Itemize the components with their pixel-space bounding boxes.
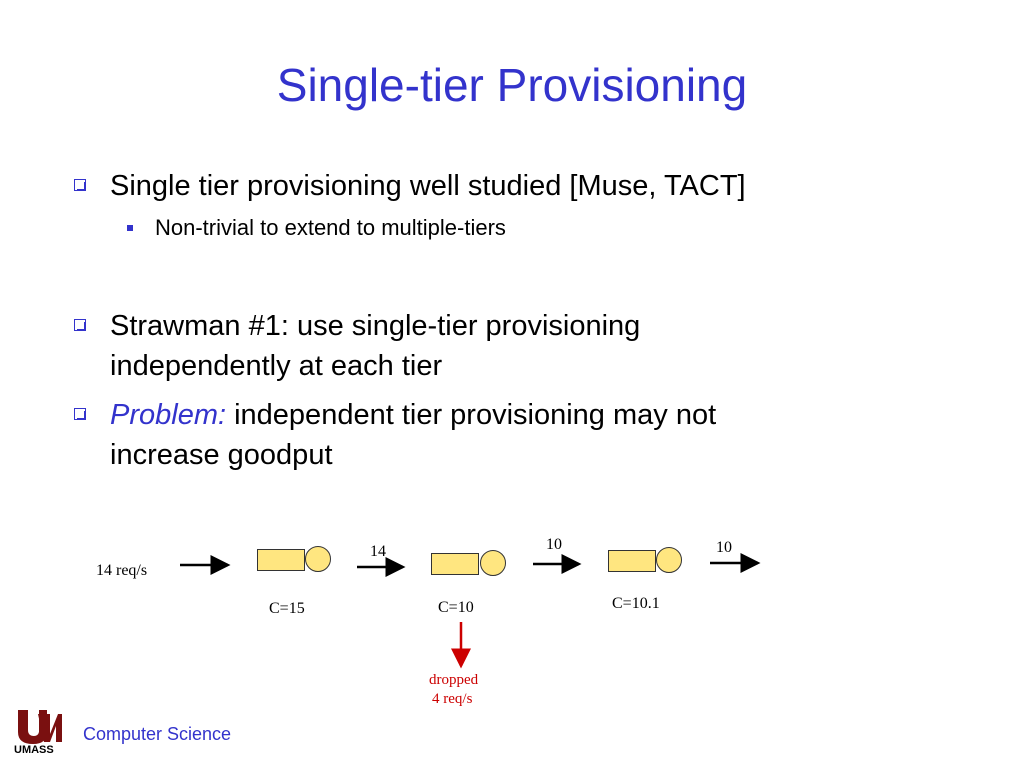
- tier-3-server: [656, 547, 682, 573]
- bullet-2-line-1: Strawman #1: use single-tier provisionin…: [110, 310, 641, 342]
- tier-3-capacity: C=10.1: [612, 595, 660, 612]
- bullet-2-line-2: independently at each tier: [110, 350, 443, 382]
- flow-label-3: 10: [716, 539, 732, 556]
- umass-logo: UMASS: [14, 704, 64, 760]
- bullet-3-line-1-text: independent tier provisioning may not: [226, 399, 717, 431]
- square-bullet-icon: [127, 225, 133, 231]
- slide-title: Single-tier Provisioning: [276, 59, 748, 111]
- bullet-2: Strawman #1: use single-tier provisionin…: [74, 306, 641, 386]
- tier-2-server: [480, 550, 506, 576]
- tier-2-capacity: C=10: [438, 599, 474, 616]
- footer-department: Computer Science: [83, 724, 232, 744]
- bullet-1: Single tier provisioning well studied [M…: [74, 166, 746, 206]
- tier-2-queue: [431, 553, 479, 575]
- tier-1-server: [305, 546, 331, 572]
- bullet-3: Problem: independent tier provisioning m…: [74, 395, 716, 475]
- sub-bullet-1-text: Non-trivial to extend to multiple-tiers: [155, 215, 506, 240]
- flow-label-2: 10: [546, 536, 562, 553]
- problem-label: Problem:: [110, 399, 227, 431]
- sub-bullet-1: Non-trivial to extend to multiple-tiers: [127, 215, 506, 241]
- dropped-label-line-2: 4 req/s: [432, 691, 473, 707]
- tier-1-capacity: C=15: [269, 600, 305, 617]
- umass-logo-icon: [16, 706, 62, 744]
- bullet-1-text: Single tier provisioning well studied [M…: [110, 170, 746, 202]
- checkbox-bullet-icon: [74, 319, 86, 331]
- flow-label-1: 14: [370, 543, 386, 560]
- dropped-label-line-1: dropped: [429, 672, 479, 688]
- checkbox-bullet-icon: [74, 179, 86, 191]
- input-rate-label: 14 req/s: [96, 562, 148, 579]
- checkbox-bullet-icon: [74, 408, 86, 420]
- bullet-3-line-1: Problem: independent tier provisioning m…: [110, 395, 716, 435]
- tier-3-queue: [608, 550, 656, 572]
- tier-1-queue: [257, 549, 305, 571]
- bullet-3-line-2: increase goodput: [110, 439, 333, 471]
- umass-logo-text: UMASS: [14, 744, 54, 756]
